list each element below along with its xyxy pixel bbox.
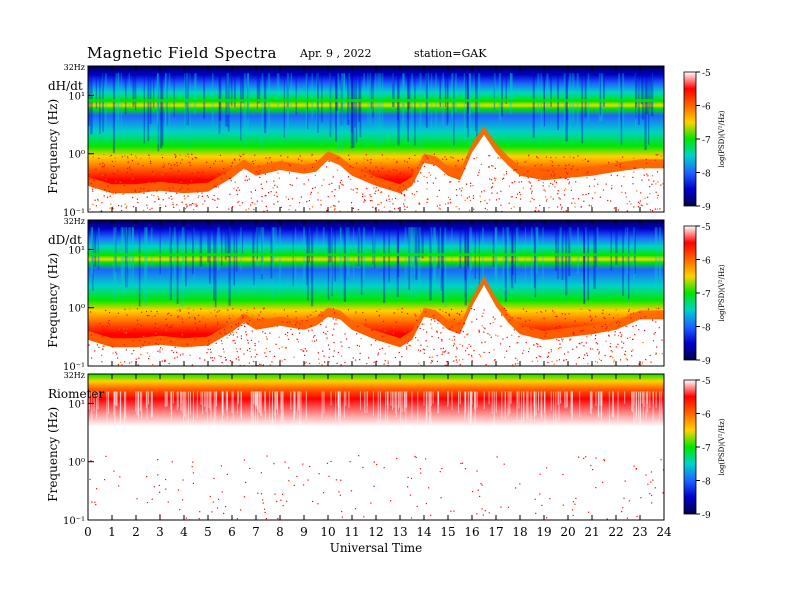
x-tick-label: 20	[560, 525, 575, 539]
panel-3: 0 1 2 3 4 5 6 7 8 9 10 11 12 13 14 15 16 17 18 19 20 21 22 23 24…	[46, 371, 726, 555]
y-tick-label: 32Hz	[64, 63, 85, 72]
colorbar-tick-label: -6	[702, 411, 711, 421]
x-tick-label: 22	[608, 525, 623, 539]
harmonic-line	[88, 99, 664, 103]
x-tick-label: 3	[156, 525, 164, 539]
x-tick-label: 8	[276, 525, 284, 539]
colorbar-label: log(PSD)(V²/Hz)	[718, 264, 726, 321]
x-tick-label: 9	[300, 525, 308, 539]
x-tick-label: 24	[656, 525, 672, 539]
x-tick-label: 15	[440, 525, 455, 539]
x-tick-label: 7	[252, 525, 260, 539]
x-tick-label: 23	[632, 525, 647, 539]
x-tick-label: 4	[180, 525, 188, 539]
x-tick-label: 14	[416, 525, 432, 539]
colorbar-tick-label: -5	[702, 377, 711, 387]
x-tick-label: 6	[228, 525, 236, 539]
colorbar-tick-label: -7	[702, 136, 711, 146]
station-label: station=GAK	[414, 47, 487, 60]
y-tick-label: 32Hz	[64, 371, 85, 380]
y-tick-label: 10⁻¹	[63, 516, 85, 527]
x-tick-label: 18	[512, 525, 527, 539]
x-tick-label: 21	[584, 525, 599, 539]
spectrogram-1	[88, 66, 664, 212]
x-tick-label: 5	[204, 525, 212, 539]
y-axis-label: Frequency (Hz)	[46, 407, 60, 502]
colorbar-label: log(PSD)(V²/Hz)	[718, 418, 726, 475]
colorbar	[683, 71, 697, 207]
colorbar-tick-label: -8	[702, 324, 711, 334]
y-tick-label: 10⁻¹	[63, 208, 85, 219]
colorbar-tick-label: -7	[702, 290, 711, 300]
x-tick-label: 12	[368, 525, 383, 539]
colorbar-tick-label: -7	[702, 444, 711, 454]
panel-label: dH/dt	[48, 79, 83, 93]
colorbar-tick-label: -8	[702, 170, 711, 180]
x-tick-label: 17	[488, 525, 503, 539]
colorbar-tick-label: -5	[702, 223, 711, 233]
colorbar	[683, 379, 697, 515]
spectrogram-3	[88, 374, 664, 520]
x-tick-label: 13	[392, 525, 407, 539]
x-tick-label: 0	[84, 525, 92, 539]
y-axis-label: Frequency (Hz)	[46, 99, 60, 194]
y-tick-label: 32Hz	[64, 217, 85, 226]
quiet-region	[88, 285, 664, 366]
colorbar-label: log(PSD)(V²/Hz)	[718, 110, 726, 167]
x-tick-label: 1	[108, 525, 116, 539]
colorbar-tick-label: -6	[702, 257, 711, 267]
colorbar-tick-label: -9	[702, 357, 711, 367]
y-tick-label: 10⁰	[68, 150, 85, 161]
panel-label: dD/dt	[48, 233, 82, 247]
x-tick-label: 2	[132, 525, 140, 539]
colorbar-tick-label: -9	[702, 203, 711, 213]
y-axis-label: Frequency (Hz)	[46, 253, 60, 348]
colorbar-tick-label: -9	[702, 511, 711, 521]
y-tick-label: 10¹	[68, 245, 85, 256]
panel-label: Riometer	[48, 387, 105, 401]
date-label: Apr. 9 , 2022	[300, 47, 372, 60]
colorbar	[683, 225, 697, 361]
x-axis-label: Universal Time	[330, 541, 423, 555]
y-tick-label: 10⁰	[68, 304, 85, 315]
y-tick-label: 10⁻¹	[63, 362, 85, 373]
colorbar-tick-label: -8	[702, 478, 711, 488]
spectral-band	[88, 374, 664, 520]
panel-1: 32Hz 10¹ 10⁰ 10⁻¹ dH/dt Frequency (Hz) -5 -6 -7 -…	[46, 63, 726, 219]
y-tick-label: 10¹	[68, 399, 85, 410]
harmonic-line	[88, 253, 664, 257]
x-tick-label: 19	[536, 525, 551, 539]
spectrogram-2	[88, 220, 664, 366]
panel-2: 32Hz 10¹ 10⁰ 10⁻¹ dD/dt Frequency (Hz) -5 -6 -7 -…	[46, 217, 726, 373]
y-tick-label: 10¹	[68, 91, 85, 102]
colorbar-tick-label: -5	[702, 69, 711, 79]
x-tick-label: 11	[344, 525, 359, 539]
chart-title: Magnetic Field Spectra	[87, 44, 277, 62]
x-tick-label: 16	[464, 525, 479, 539]
y-tick-label: 10⁰	[68, 458, 85, 469]
x-tick-label: 10	[320, 525, 335, 539]
colorbar-tick-label: -6	[702, 103, 711, 113]
